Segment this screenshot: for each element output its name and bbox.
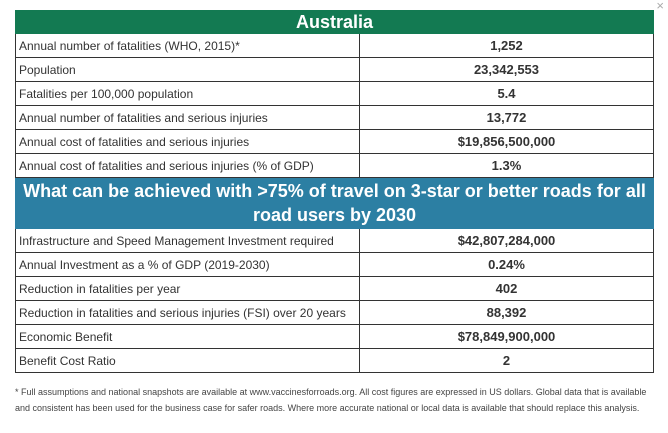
road-safety-table: Australia Annual number of fatalities (W…	[15, 10, 654, 373]
row-value: 402	[359, 276, 654, 301]
table-row: Annual Investment as a % of GDP (2019-20…	[15, 252, 654, 277]
row-value: 13,772	[359, 105, 654, 130]
row-label: Annual Investment as a % of GDP (2019-20…	[15, 252, 360, 277]
row-value: 88,392	[359, 300, 654, 325]
row-label: Economic Benefit	[15, 324, 360, 349]
row-label: Annual number of fatalities and serious …	[15, 105, 360, 130]
table-row: Population 23,342,553	[15, 57, 654, 82]
row-label: Reduction in fatalities per year	[15, 276, 360, 301]
row-label: Annual cost of fatalities and serious in…	[15, 153, 360, 178]
table-row: Reduction in fatalities and serious inju…	[15, 300, 654, 325]
row-value: 23,342,553	[359, 57, 654, 82]
table-row: Annual number of fatalities and serious …	[15, 105, 654, 130]
row-value: 2	[359, 348, 654, 373]
footnote: * Full assumptions and national snapshot…	[15, 387, 647, 413]
row-value: $78,849,900,000	[359, 324, 654, 349]
row-label: Benefit Cost Ratio	[15, 348, 360, 373]
table-row: Infrastructure and Speed Management Inve…	[15, 228, 654, 253]
row-label: Infrastructure and Speed Management Inve…	[15, 228, 360, 253]
table-row: Fatalities per 100,000 population 5.4	[15, 81, 654, 106]
table-row: Reduction in fatalities per year 402	[15, 276, 654, 301]
row-value: 5.4	[359, 81, 654, 106]
row-value: $19,856,500,000	[359, 129, 654, 154]
table-row: Benefit Cost Ratio 2	[15, 348, 654, 373]
row-value: 0.24%	[359, 252, 654, 277]
table-row: Economic Benefit $78,849,900,000	[15, 324, 654, 349]
row-label: Annual cost of fatalities and serious in…	[15, 129, 360, 154]
row-value: $42,807,284,000	[359, 228, 654, 253]
row-label: Reduction in fatalities and serious inju…	[15, 300, 360, 325]
table-row: Annual cost of fatalities and serious in…	[15, 153, 654, 178]
table-row: Annual cost of fatalities and serious in…	[15, 129, 654, 154]
section-header-row: What can be achieved with >75% of travel…	[15, 177, 654, 229]
country-header-row: Australia	[15, 10, 654, 34]
row-label: Fatalities per 100,000 population	[15, 81, 360, 106]
close-icon[interactable]: ×	[656, 0, 664, 13]
country-title: Australia	[15, 10, 654, 34]
row-value: 1.3%	[359, 153, 654, 178]
row-label: Population	[15, 57, 360, 82]
section-heading: What can be achieved with >75% of travel…	[15, 177, 654, 229]
table-row: Annual number of fatalities (WHO, 2015)*…	[15, 33, 654, 58]
row-value: 1,252	[359, 33, 654, 58]
row-label: Annual number of fatalities (WHO, 2015)*	[15, 33, 360, 58]
